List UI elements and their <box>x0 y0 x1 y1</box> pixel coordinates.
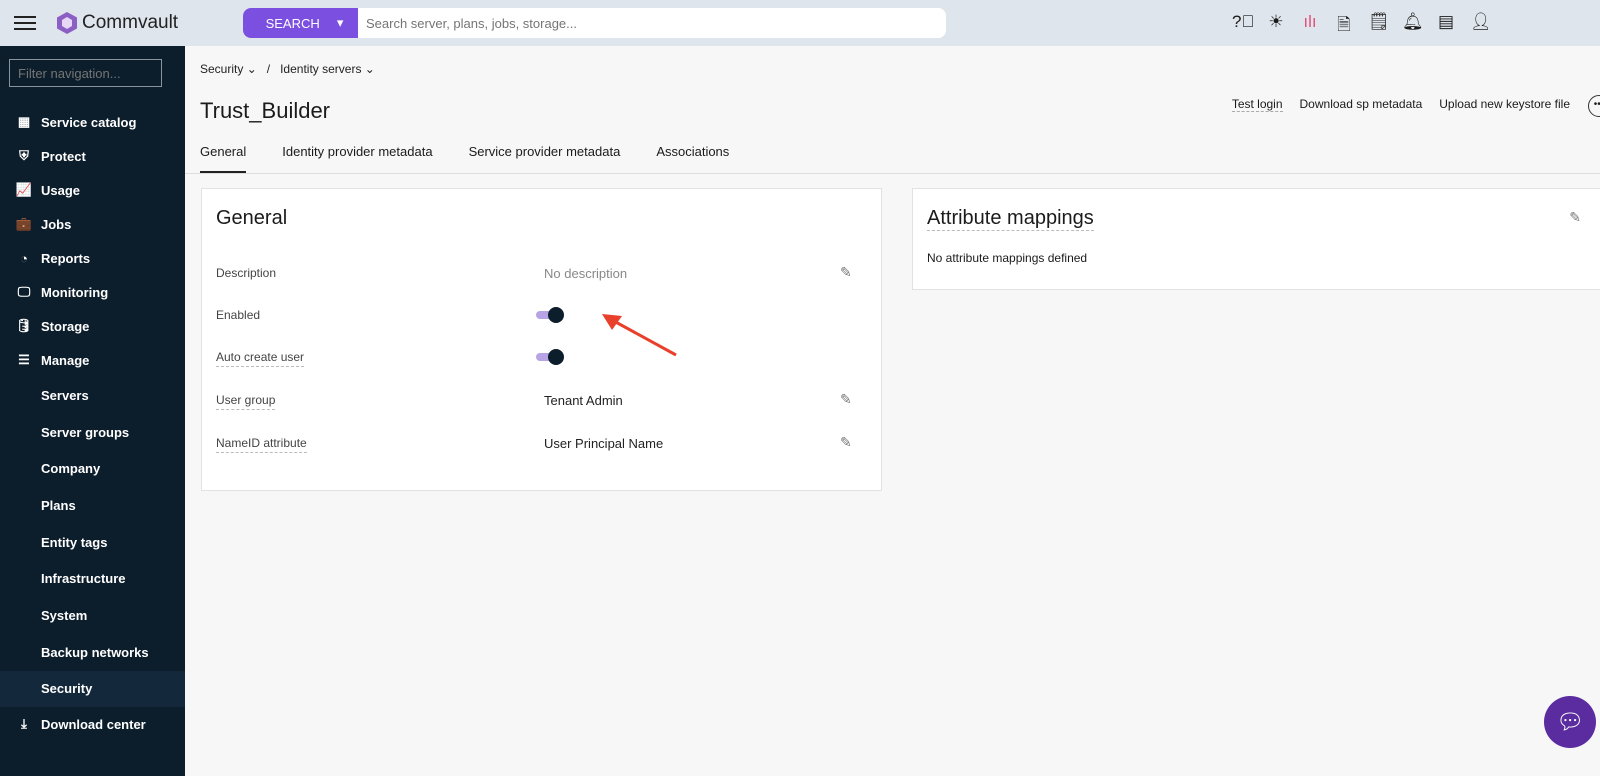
tab-general[interactable]: General <box>200 144 247 173</box>
nav-jobs[interactable]: 💼 Jobs <box>0 207 185 241</box>
theme-icon[interactable]: ☀ <box>1268 12 1284 31</box>
nav-label: Storage <box>41 318 90 334</box>
tabs: General Identity provider metadata Servi… <box>200 144 729 173</box>
download-file-icon[interactable]: 🗎 <box>1337 15 1351 34</box>
tab-associations[interactable]: Associations <box>656 144 730 159</box>
nav-label: Monitoring <box>41 284 109 300</box>
search-input[interactable] <box>358 8 946 38</box>
general-card: General Description No description ✎ Ena… <box>201 188 882 491</box>
nav-download-center[interactable]: ⤓ Download center <box>0 707 185 741</box>
filter-navigation-input[interactable] <box>9 59 162 87</box>
nav-service-catalog[interactable]: ▦ Service catalog <box>0 105 185 139</box>
nav-label: Service catalog <box>41 114 137 130</box>
nav-label: Protect <box>41 148 86 164</box>
user-group-value: Tenant Admin <box>544 393 623 408</box>
nav-reports[interactable]: ◔ Reports <box>0 241 185 275</box>
activity-icon[interactable]: ılı <box>1303 12 1317 31</box>
sliders-icon: ☰ <box>18 352 30 367</box>
nav-infrastructure[interactable]: Infrastructure <box>41 571 126 587</box>
menu-icon[interactable] <box>14 12 36 34</box>
nav-company[interactable]: Company <box>41 461 101 477</box>
edit-user-group-icon[interactable]: ✎ <box>840 391 852 407</box>
enabled-label: Enabled <box>216 308 261 322</box>
nav-label: Download center <box>41 716 146 732</box>
download-icon: ⤓ <box>21 716 27 732</box>
search-bar: SEARCH ▾ <box>243 8 946 38</box>
briefcase-icon: 💼 <box>15 216 33 231</box>
nav-label: Reports <box>41 250 91 266</box>
nav-monitoring[interactable]: 🖵 Monitoring <box>0 275 185 309</box>
commvault-logo-icon <box>57 12 77 34</box>
card-title: General <box>216 207 288 229</box>
report-schedule-icon[interactable]: 🗒 <box>1368 12 1390 31</box>
breadcrumb-security[interactable]: Security ⌄ <box>200 62 257 76</box>
nav-backup-networks[interactable]: Backup networks <box>41 644 149 660</box>
shield-icon: ⛨ <box>19 148 29 163</box>
page-title: Trust_Builder <box>200 98 331 123</box>
catalog-icon: ▦ <box>17 114 31 129</box>
nav-servers[interactable]: Servers <box>41 387 89 403</box>
chat-icon[interactable]: 💬︎ <box>1544 696 1596 748</box>
nav-entity-tags[interactable]: Entity tags <box>41 534 108 550</box>
nav-security[interactable]: Security <box>0 670 185 708</box>
bell-icon[interactable]: 🔔︎ <box>1402 12 1424 31</box>
edit-nameid-icon[interactable]: ✎ <box>840 434 852 450</box>
enabled-row: Enabled <box>216 308 856 322</box>
calendar-icon[interactable]: ▤ <box>1437 12 1455 31</box>
nav-label: Manage <box>41 352 90 368</box>
user-group-label: User group <box>216 393 276 410</box>
nameid-value: User Principal Name <box>544 436 664 451</box>
divider <box>185 173 1600 174</box>
user-icon[interactable]: 👤︎ <box>1470 12 1492 31</box>
user-group-row: User group Tenant Admin ✎ <box>216 391 856 410</box>
nav-label: Usage <box>41 182 81 198</box>
nameid-row: NameID attribute User Principal Name ✎ <box>216 434 856 453</box>
monitor-icon: 🖵 <box>17 284 31 299</box>
attribute-mappings-card: Attribute mappings ✎ No attribute mappin… <box>912 188 1600 290</box>
annotation-arrow <box>602 314 677 357</box>
help-icon[interactable]: ?⃝ <box>1232 12 1255 31</box>
tab-service-provider-metadata[interactable]: Service provider metadata <box>468 144 621 159</box>
nav-protect[interactable]: ⛨ Protect <box>0 139 185 173</box>
empty-message: No attribute mappings defined <box>927 251 1088 265</box>
nav-server-groups[interactable]: Server groups <box>41 424 130 440</box>
nav-usage[interactable]: 📈 Usage <box>0 173 185 207</box>
breadcrumb-label: Identity servers <box>280 62 362 76</box>
breadcrumb-label: Security <box>200 62 244 76</box>
nameid-label: NameID attribute <box>216 436 307 453</box>
sidebar: ▦ Service catalog ⛨ Protect 📈 Usage 💼 Jobs ◔… <box>0 46 185 776</box>
card-title: Attribute mappings <box>927 207 1094 231</box>
download-sp-metadata-button[interactable]: Download sp metadata <box>1299 97 1423 111</box>
nav-system[interactable]: System <box>41 607 88 623</box>
caret-down-icon: ▾ <box>336 15 344 30</box>
description-label: Description <box>216 266 277 280</box>
auto-create-toggle[interactable] <box>536 349 564 365</box>
breadcrumb: Security ⌄ / Identity servers ⌄ <box>200 62 375 76</box>
tab-identity-provider-metadata[interactable]: Identity provider metadata <box>282 144 433 159</box>
description-value: No description <box>544 266 628 281</box>
description-row: Description No description ✎ <box>216 264 856 281</box>
test-login-button[interactable]: Test login <box>1231 97 1283 112</box>
reports-icon: ◔ <box>20 250 28 266</box>
logo[interactable]: Commvault <box>56 11 178 35</box>
search-scope-button[interactable]: SEARCH ▾ <box>243 8 358 38</box>
chart-icon: 📈 <box>15 182 33 197</box>
nav-label: Jobs <box>41 216 72 232</box>
nav-plans[interactable]: Plans <box>41 497 76 513</box>
enabled-toggle[interactable] <box>536 307 564 323</box>
more-options-icon[interactable]: ••• <box>1588 95 1600 117</box>
top-bar: Commvault SEARCH ▾ ?⃝ ☀ ılı 🗎 🗒 🔔︎ ▤ 👤︎ <box>0 0 1600 46</box>
main-content: Security ⌄ / Identity servers ⌄ Trust_Bu… <box>185 46 1600 776</box>
brand-name: Commvault <box>82 12 179 33</box>
nav-storage[interactable]: 🛢 Storage <box>0 309 185 343</box>
auto-create-label: Auto create user <box>216 350 305 367</box>
breadcrumb-identity-servers[interactable]: Identity servers ⌄ <box>280 62 375 76</box>
edit-attributes-icon[interactable]: ✎ <box>1569 209 1581 225</box>
upload-keystore-button[interactable]: Upload new keystore file <box>1439 97 1570 111</box>
database-icon: 🛢 <box>15 318 33 333</box>
auto-create-row: Auto create user <box>216 350 856 367</box>
search-label: SEARCH <box>265 15 320 31</box>
edit-description-icon[interactable]: ✎ <box>840 264 852 280</box>
nav-manage[interactable]: ☰ Manage <box>0 343 185 377</box>
